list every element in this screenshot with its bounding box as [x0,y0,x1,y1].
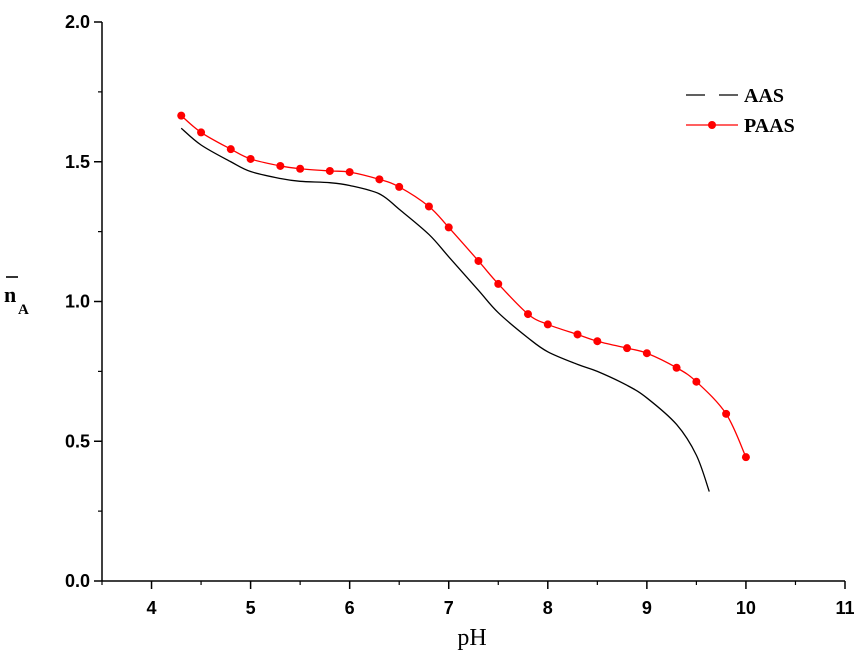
legend-label-paas: PAAS [744,115,795,137]
data-point-paas [523,310,532,319]
y-tick-label: 2.0 [65,12,90,32]
series-line-paas [180,115,747,458]
y-tick-label: 1.0 [65,292,90,312]
data-point-paas [325,166,334,175]
data-point-paas [276,161,285,170]
data-point-paas [642,349,651,358]
x-tick-label: 4 [147,598,157,618]
series-layer [177,111,750,492]
data-point-paas [197,128,206,137]
x-tick-label: 5 [246,598,256,618]
data-point-paas [177,111,186,120]
y-tick-label: 0.5 [65,431,90,451]
data-point-paas [345,168,354,177]
y-axis-title: n A [4,276,29,318]
y-tick-label: 0.0 [65,571,90,591]
data-point-paas [573,330,582,339]
data-point-paas [672,363,681,372]
data-point-paas [375,175,384,184]
data-point-paas [593,337,602,346]
legend: AAS PAAS [686,85,795,137]
x-tick-label: 7 [444,598,454,618]
data-point-paas [474,256,483,265]
y-axis-title-main: n [4,282,16,307]
y-tick-label: 1.5 [65,152,90,172]
x-tick-label: 11 [835,598,854,618]
data-point-paas [543,320,552,329]
data-point-paas [692,377,701,386]
x-axis-title: pH [457,625,486,651]
data-point-paas [623,344,632,353]
x-tick-label: 6 [345,598,355,618]
data-point-paas [296,164,305,173]
x-tick-label: 8 [543,598,553,618]
y-axis-title-subscript: A [18,302,29,318]
data-point-paas [722,409,731,418]
data-point-paas [741,453,750,462]
legend-label-aas: AAS [744,85,784,107]
data-point-paas [395,182,404,191]
x-tick-label: 10 [736,598,756,618]
series-line-aas [180,127,710,492]
data-point-paas [246,154,255,163]
legend-marker-paas [708,121,716,129]
data-point-paas [226,145,235,154]
axes: 4 5 6 7 8 9 10 11 0.0 0.5 1.0 1.5 2.0 [65,12,855,618]
data-point-paas [424,202,433,211]
data-point-paas [444,223,453,232]
x-tick-label: 9 [642,598,652,618]
data-point-paas [494,279,503,288]
